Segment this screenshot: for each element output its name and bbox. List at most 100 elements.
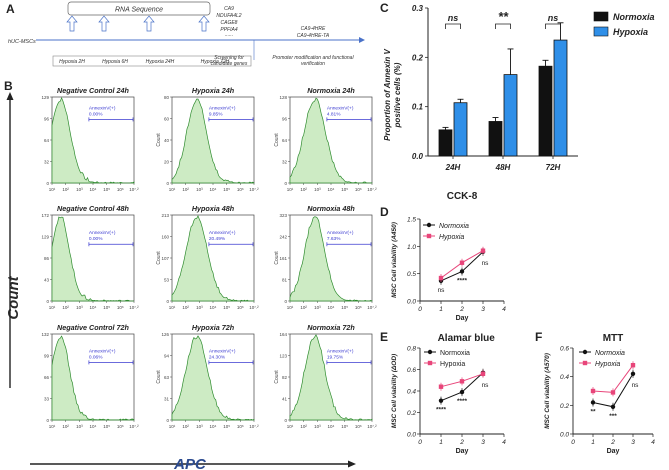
legend-marker	[582, 349, 588, 355]
y-tick-label: 64	[44, 138, 50, 143]
c-bar-hypoxia	[503, 74, 518, 157]
y-tick-label: 0.4	[560, 374, 569, 381]
x-tick-label: 10⁵	[341, 305, 348, 310]
data-point-hypoxia	[610, 390, 616, 395]
y-tick-label: 81	[282, 278, 288, 283]
y-tick-label: 0	[46, 299, 49, 304]
flow-histogram: Hypoxia 24h 0 20 40 60 80 Count 10¹ 10² 10³ 10⁴ 10⁵…	[156, 86, 259, 192]
flow-plot-title: Hypoxia 48h	[192, 204, 235, 213]
flow-plot-title: Normoxia 48h	[307, 204, 355, 213]
x-tick-label: 4	[502, 306, 506, 313]
y-tick-label: 43	[44, 278, 50, 283]
x-tick-label: 10³	[196, 187, 203, 192]
y-axis-title: MSC Cell viability (A570)	[544, 353, 551, 429]
y-tick-label: 129	[41, 95, 49, 100]
significance-label: ns	[438, 287, 446, 294]
flow-plot-title: Negative Control 72h	[57, 323, 129, 332]
significance-label: ns	[632, 382, 640, 389]
stage-label: Hypoxia 72H	[201, 59, 230, 65]
y-tick-label: 129	[41, 235, 49, 240]
x-tick-label: 4	[502, 439, 506, 446]
flow-plot-title: Negative Control 48h	[57, 204, 129, 213]
x-tick-label: 0	[571, 439, 575, 446]
flow-plot-title: Normoxia 72h	[307, 323, 355, 332]
x-tick-label: 10⁶	[117, 305, 124, 310]
x-tick-label: 10³	[314, 305, 321, 310]
x-tick-label: 10³	[314, 187, 321, 192]
timeline-arrowhead-icon	[359, 37, 365, 43]
x-tick-label: 10³	[76, 305, 83, 310]
panel-letter-f: F	[535, 330, 542, 344]
data-point-hypoxia	[459, 260, 465, 265]
count-label: Count	[156, 133, 162, 147]
legend-label: Normoxia	[440, 350, 470, 357]
gene-label: ......	[225, 32, 233, 38]
y-tick-label: 123	[279, 354, 287, 359]
y-tick-label: 41	[282, 397, 288, 402]
panel-letter-c: C	[380, 1, 389, 15]
data-point-normoxia	[630, 371, 636, 376]
data-point-hypoxia	[459, 379, 465, 384]
c-ylabel-line2: positive cells (%)	[393, 62, 402, 128]
c-bar-hypoxia	[553, 39, 568, 157]
y-tick-label: 63	[164, 375, 170, 380]
c-y-tick-label: 0.0	[412, 152, 424, 161]
y-tick-label: 242	[279, 235, 287, 240]
gate-percentage: 0.06%	[89, 354, 103, 360]
x-tick-label: 10²	[300, 305, 307, 310]
x-tick-label: 10¹	[169, 305, 176, 310]
y-tick-label: 164	[279, 332, 287, 337]
x-tick-label: 10⁷.²	[249, 424, 259, 429]
panel-letter-a: A	[6, 2, 15, 16]
x-tick-label: 10⁴	[210, 305, 217, 310]
c-y-tick-label: 0.3	[412, 4, 424, 13]
x-tick-label: 10⁵	[103, 187, 110, 192]
histogram-curve	[289, 97, 373, 184]
chart-title: CCK-8	[447, 191, 478, 202]
y-tick-label: 213	[161, 213, 169, 218]
x-tick-label: 10⁶	[117, 187, 124, 192]
x-tick-label: 10²	[182, 424, 189, 429]
y-tick-label: 0.0	[560, 432, 569, 439]
screening-label: candidate genes	[211, 61, 248, 67]
flow-histogram: Negative Control 48h 0 43 86 129 172 10¹ 10² 10³…	[41, 204, 139, 310]
histogram-curve	[289, 334, 373, 421]
y-tick-label: 0.5	[407, 271, 416, 278]
x-tick-label: 10⁴	[210, 424, 217, 429]
count-label: Count	[274, 251, 280, 265]
x-tick-label: 10⁵	[341, 424, 348, 429]
histogram-curve	[51, 216, 134, 302]
y-tick-label: 0.0	[407, 299, 416, 306]
legend-marker	[426, 233, 432, 239]
apc-axis-title: APC	[173, 456, 207, 470]
verification-label: Promoter modification and functional	[272, 55, 354, 61]
x-tick-label: 10⁶	[237, 424, 244, 429]
up-arrow-icon	[198, 15, 210, 32]
flow-histogram: Hypoxia 72h 0 31 63 94 126 Count 10¹ 10² 10³ 10⁴ 10…	[156, 323, 259, 429]
x-axis-title: Day	[456, 448, 469, 455]
x-tick-label: 10¹	[49, 305, 56, 310]
panel-letter-b: B	[4, 79, 13, 93]
y-axis-title: MSC Cell viability (ΔOD)	[391, 354, 398, 428]
c-significance-bracket	[545, 23, 561, 29]
upward-arrows	[66, 15, 210, 32]
gate-percentage: 9.85%	[209, 111, 223, 117]
histogram-curve	[51, 96, 135, 184]
x-tick-label: 10⁶	[117, 424, 124, 429]
y-tick-label: 20	[164, 160, 170, 165]
y-tick-label: 132	[41, 332, 49, 337]
c-x-tick-label: 48H	[495, 163, 511, 172]
y-tick-label: 0	[166, 181, 169, 186]
c-legend-swatch	[593, 26, 609, 37]
x-tick-label: 3	[481, 306, 485, 313]
y-tick-label: 32	[282, 160, 288, 165]
stage-label: Hypoxia 6H	[102, 59, 128, 65]
e-plot-area: Alamar blue 0.0 0.2 0.4 0.6 0.8 0 1 2 3 4 Day MSC Ce…	[391, 333, 506, 455]
c-significance-bracket	[445, 23, 461, 29]
x-tick-label: 10⁵	[341, 187, 348, 192]
y-axis-title: MSC Cell viability (A450)	[391, 222, 398, 298]
c-bar-normoxia	[488, 121, 503, 157]
x-tick-label: 10³	[76, 424, 83, 429]
x-tick-label: 10⁷.²	[129, 187, 139, 192]
data-point-hypoxia	[438, 384, 444, 389]
